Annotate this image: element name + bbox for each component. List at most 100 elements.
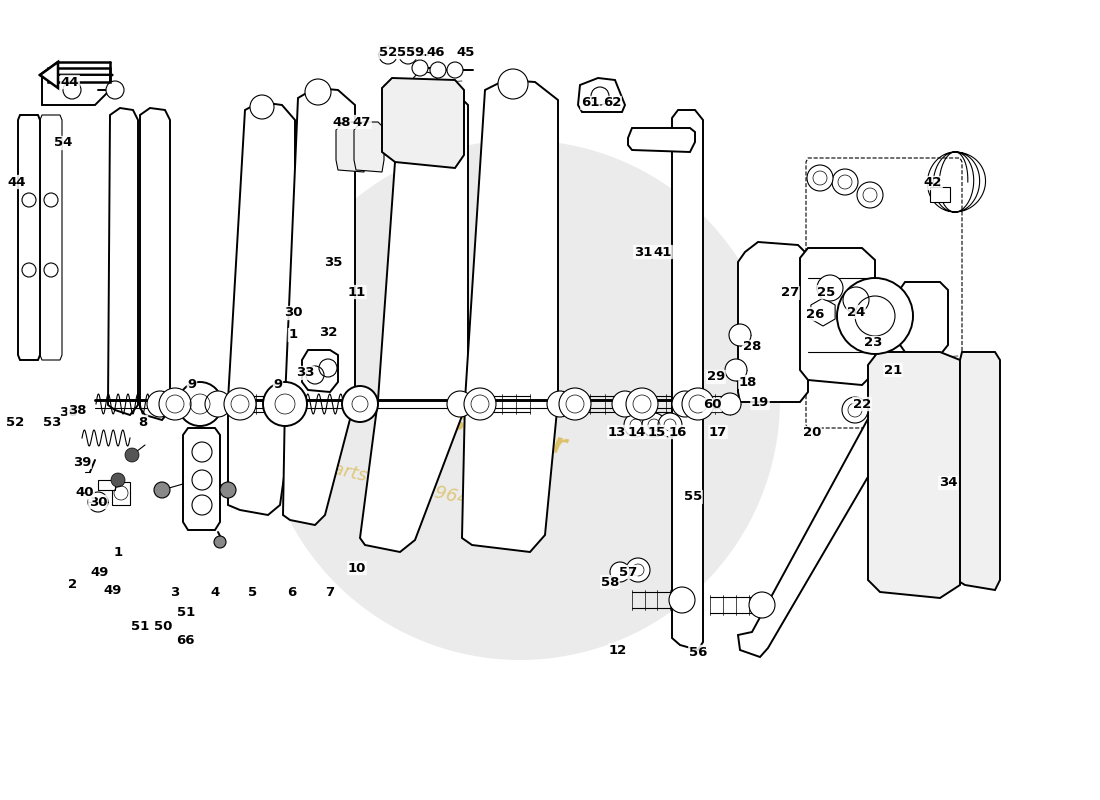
Circle shape: [305, 79, 331, 105]
Circle shape: [719, 393, 741, 415]
Text: 24: 24: [847, 306, 866, 318]
Polygon shape: [18, 115, 40, 360]
Text: 49: 49: [91, 566, 109, 578]
Polygon shape: [672, 110, 703, 650]
Text: 28: 28: [742, 341, 761, 354]
Text: 53: 53: [43, 417, 62, 430]
Text: 21: 21: [884, 363, 902, 377]
Text: 55: 55: [684, 490, 702, 503]
Circle shape: [624, 413, 648, 437]
Text: 29: 29: [707, 370, 725, 383]
Circle shape: [154, 482, 170, 498]
Text: 1: 1: [113, 546, 122, 558]
Text: 57: 57: [619, 566, 637, 578]
Text: 49: 49: [103, 583, 122, 597]
Circle shape: [147, 391, 173, 417]
Text: 25: 25: [817, 286, 835, 298]
Text: 7: 7: [326, 586, 334, 599]
Text: 12: 12: [609, 643, 627, 657]
Circle shape: [342, 386, 378, 422]
Polygon shape: [800, 248, 874, 385]
Circle shape: [857, 182, 883, 208]
Text: 38: 38: [68, 403, 86, 417]
Polygon shape: [336, 122, 366, 172]
Text: 17: 17: [708, 426, 727, 438]
Text: 9: 9: [274, 378, 283, 391]
Text: 52: 52: [378, 46, 397, 58]
Circle shape: [843, 287, 869, 313]
Polygon shape: [360, 82, 467, 552]
Circle shape: [842, 397, 868, 423]
Text: 9: 9: [187, 378, 197, 391]
Polygon shape: [354, 122, 384, 172]
Circle shape: [447, 391, 473, 417]
Text: 4: 4: [210, 586, 220, 599]
Circle shape: [214, 536, 225, 548]
Circle shape: [220, 482, 236, 498]
Text: 31: 31: [634, 246, 652, 258]
Circle shape: [160, 388, 191, 420]
Circle shape: [626, 388, 658, 420]
Text: 45: 45: [456, 46, 475, 58]
Text: 30: 30: [284, 306, 302, 319]
Circle shape: [817, 275, 843, 301]
Text: 14: 14: [628, 426, 646, 438]
Circle shape: [610, 562, 630, 582]
Polygon shape: [578, 78, 625, 112]
Polygon shape: [140, 108, 170, 420]
Text: 33: 33: [296, 366, 315, 379]
Circle shape: [224, 388, 256, 420]
Text: 16: 16: [669, 426, 688, 438]
Polygon shape: [283, 88, 355, 525]
Polygon shape: [40, 115, 62, 360]
Text: 48: 48: [332, 115, 351, 129]
Circle shape: [642, 413, 666, 437]
Polygon shape: [628, 128, 695, 152]
Circle shape: [430, 62, 446, 78]
Circle shape: [626, 558, 650, 582]
Polygon shape: [112, 482, 130, 505]
Circle shape: [205, 391, 231, 417]
Circle shape: [111, 473, 125, 487]
Text: 66: 66: [176, 634, 195, 646]
Polygon shape: [738, 242, 808, 402]
Text: 11: 11: [348, 286, 366, 298]
Polygon shape: [40, 62, 58, 88]
Circle shape: [379, 46, 397, 64]
Text: 36: 36: [58, 406, 77, 418]
Circle shape: [498, 69, 528, 99]
Circle shape: [399, 46, 417, 64]
Circle shape: [464, 388, 496, 420]
Text: 44: 44: [8, 175, 26, 189]
Polygon shape: [960, 352, 1000, 590]
Circle shape: [263, 382, 307, 426]
Text: 20: 20: [803, 426, 822, 439]
Polygon shape: [302, 350, 338, 392]
Text: 23: 23: [864, 337, 882, 350]
Text: 15: 15: [648, 426, 667, 438]
Circle shape: [250, 95, 274, 119]
Text: 27: 27: [781, 286, 799, 299]
Polygon shape: [738, 378, 920, 657]
Text: 62: 62: [603, 97, 622, 110]
Text: 47: 47: [353, 115, 371, 129]
Text: 8: 8: [139, 415, 147, 429]
Text: 19: 19: [751, 397, 769, 410]
Polygon shape: [183, 428, 220, 530]
Polygon shape: [108, 108, 138, 415]
Circle shape: [412, 60, 428, 76]
Circle shape: [125, 448, 139, 462]
Polygon shape: [228, 102, 295, 515]
Text: 42: 42: [924, 177, 943, 190]
Circle shape: [612, 391, 638, 417]
Text: 1: 1: [288, 329, 298, 342]
Text: 30: 30: [89, 495, 108, 509]
Polygon shape: [868, 352, 960, 598]
Text: 60: 60: [703, 398, 722, 411]
Text: 35: 35: [323, 257, 342, 270]
Circle shape: [729, 324, 751, 346]
Circle shape: [411, 72, 439, 100]
Circle shape: [260, 140, 780, 660]
Polygon shape: [42, 75, 110, 105]
Circle shape: [547, 391, 573, 417]
